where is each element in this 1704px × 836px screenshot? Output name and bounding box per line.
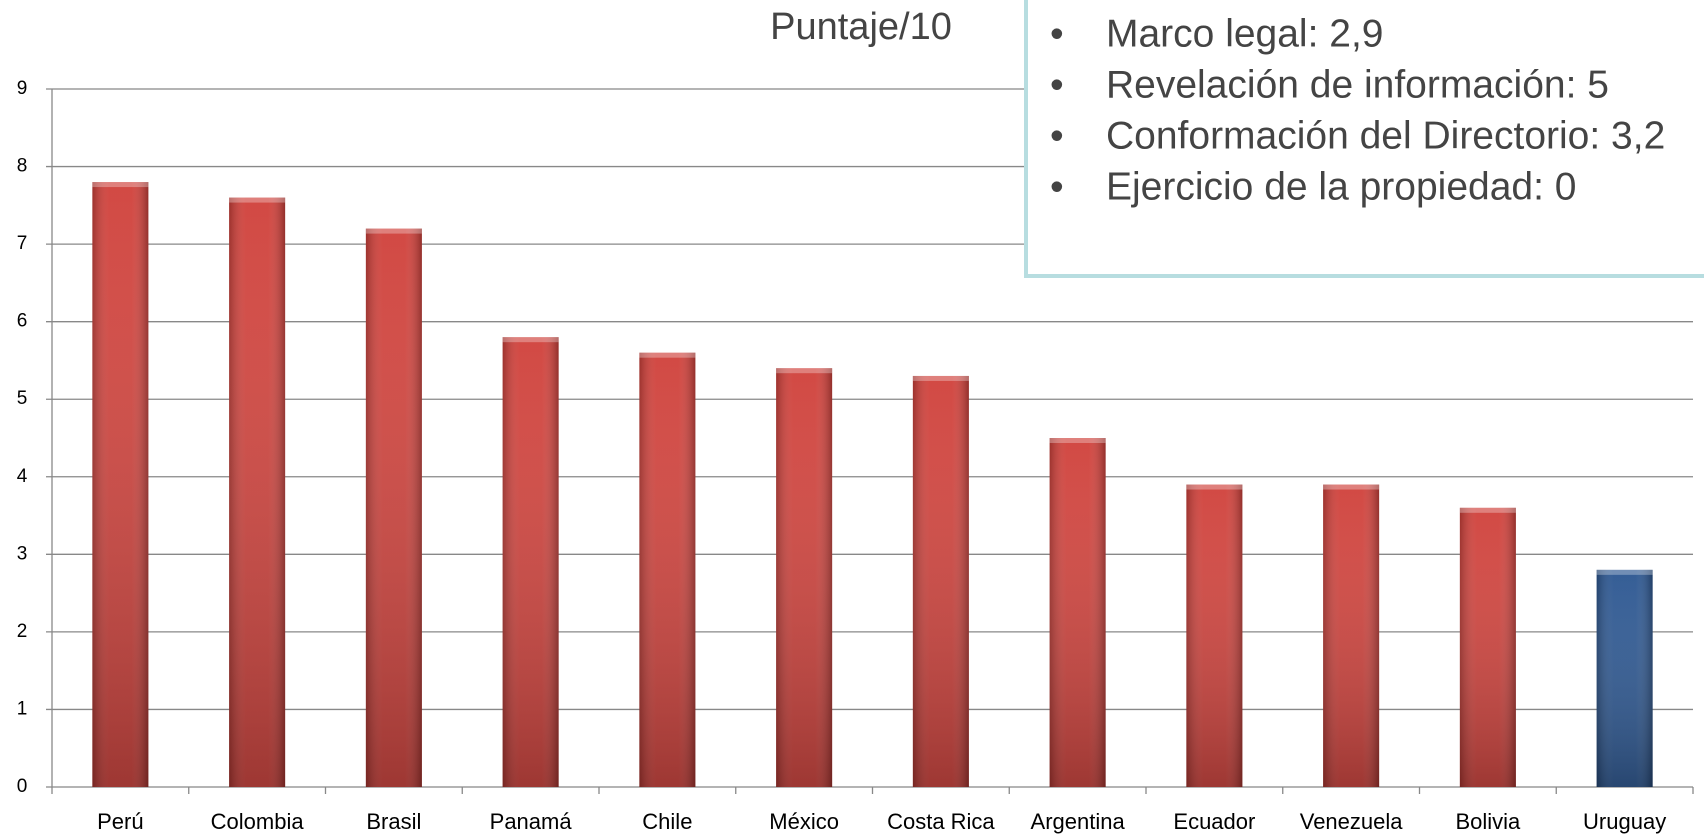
x-tick-label: Bolivia <box>1455 809 1521 834</box>
annotation: Ejercicio de la propiedad: 0 <box>1106 165 1576 208</box>
bar-cap <box>912 375 969 381</box>
bar-cap <box>502 337 559 343</box>
bullet: • <box>1050 12 1064 55</box>
y-tick-label: 1 <box>17 698 28 719</box>
x-tick-label: Venezuela <box>1300 809 1404 834</box>
x-tick-label: Argentina <box>1031 809 1126 834</box>
y-tick-label: 2 <box>17 621 28 642</box>
bar-cap <box>1459 507 1516 513</box>
bar-shade <box>639 352 696 787</box>
bar-cap <box>229 197 286 203</box>
bullet: • <box>1050 114 1064 157</box>
bar-shade <box>1049 438 1106 787</box>
bar-cap <box>92 182 149 188</box>
bar-shade <box>776 368 833 787</box>
annotation: Marco legal: 2,9 <box>1106 12 1383 55</box>
annotation: Conformación del Directorio: 3,2 <box>1106 114 1665 157</box>
bar-shade <box>92 182 149 788</box>
x-tick-label: Colombia <box>211 809 305 834</box>
x-tick-label: Panamá <box>490 809 573 834</box>
x-tick-label: México <box>769 809 839 834</box>
bullet: • <box>1050 63 1064 106</box>
bar-cap <box>1596 569 1653 575</box>
y-tick-label: 0 <box>17 776 28 797</box>
x-tick-label: Perú <box>97 809 143 834</box>
bar-cap <box>1323 484 1380 490</box>
y-tick-label: 3 <box>17 543 28 564</box>
annotation: Revelación de información: 5 <box>1106 63 1609 106</box>
y-tick-label: 7 <box>17 233 28 254</box>
bar-shade <box>229 197 286 788</box>
bar-shade <box>1596 569 1653 787</box>
annotation-box <box>1024 0 1704 278</box>
bar-shade <box>912 375 969 787</box>
y-tick-label: 6 <box>17 311 28 332</box>
x-tick-label: Chile <box>642 809 692 834</box>
x-tick-label: Costa Rica <box>887 809 995 834</box>
bar-shade <box>365 228 422 788</box>
bar-shade <box>1459 507 1516 787</box>
bar-shade <box>1323 484 1380 787</box>
bar-shade <box>1186 484 1243 787</box>
bar-cap <box>776 368 833 374</box>
bar-cap <box>639 352 696 358</box>
x-tick-label: Uruguay <box>1583 809 1666 834</box>
y-tick-label: 5 <box>17 388 28 409</box>
bullet: • <box>1050 165 1064 208</box>
bar-shade <box>502 337 559 787</box>
bar-cap <box>1049 438 1106 443</box>
y-tick-label: 8 <box>17 156 28 177</box>
y-tick-label: 4 <box>17 466 28 487</box>
bar-cap <box>1186 484 1243 490</box>
chart-title: Puntaje/10 <box>770 6 952 48</box>
x-tick-label: Ecuador <box>1173 809 1255 834</box>
x-tick-label: Brasil <box>366 809 421 834</box>
bar-cap <box>365 228 422 234</box>
y-tick-label: 9 <box>17 78 28 99</box>
